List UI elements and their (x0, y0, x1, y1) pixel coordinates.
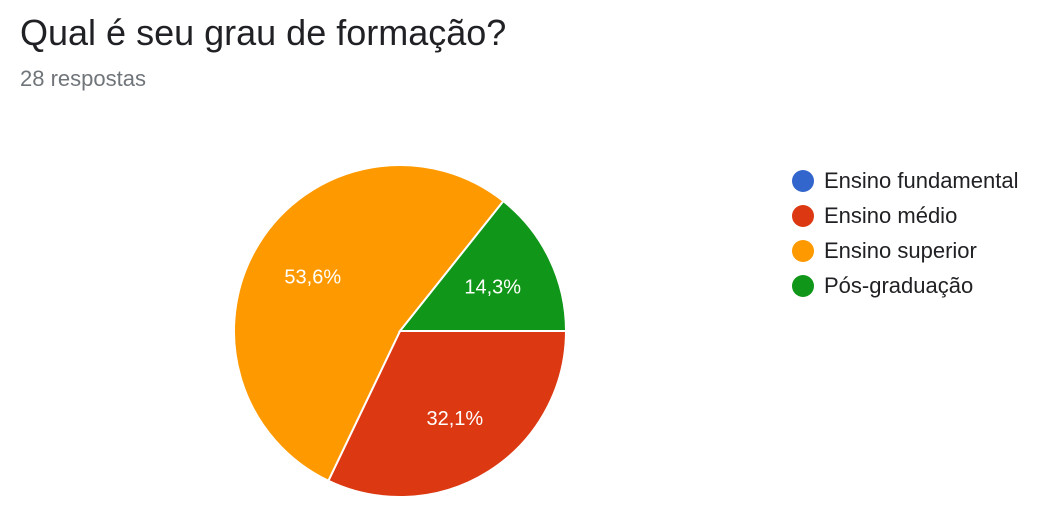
legend-label: Ensino superior (824, 237, 977, 263)
legend-swatch (792, 274, 814, 297)
legend-item: Ensino médio (792, 198, 1018, 233)
slice-label: 14,3% (464, 276, 521, 298)
slice-label: 32,1% (427, 408, 484, 430)
legend-swatch (792, 239, 814, 262)
legend-item: Pós-graduação (792, 268, 1018, 303)
pie-slice-ensino-superior (233, 164, 505, 483)
legend-swatch (792, 169, 814, 192)
pie-slice-ensino-medio (327, 330, 568, 498)
chart-legend: Ensino fundamental Ensino médio Ensino sup… (792, 163, 1018, 303)
response-count: 28 respostas (20, 66, 146, 91)
legend-label: Ensino fundamental (824, 167, 1019, 193)
legend-label: Ensino médio (824, 202, 958, 228)
legend-swatch (792, 204, 814, 227)
legend-item: Ensino fundamental (792, 163, 1018, 198)
legend-item: Ensino superior (792, 233, 1018, 268)
pie-slice-pos-graduacao (397, 199, 568, 332)
slice-label: 53,6% (284, 266, 341, 288)
legend-label: Pós-graduação (824, 272, 974, 298)
page-title: Qual é seu grau de formação? (20, 12, 507, 53)
